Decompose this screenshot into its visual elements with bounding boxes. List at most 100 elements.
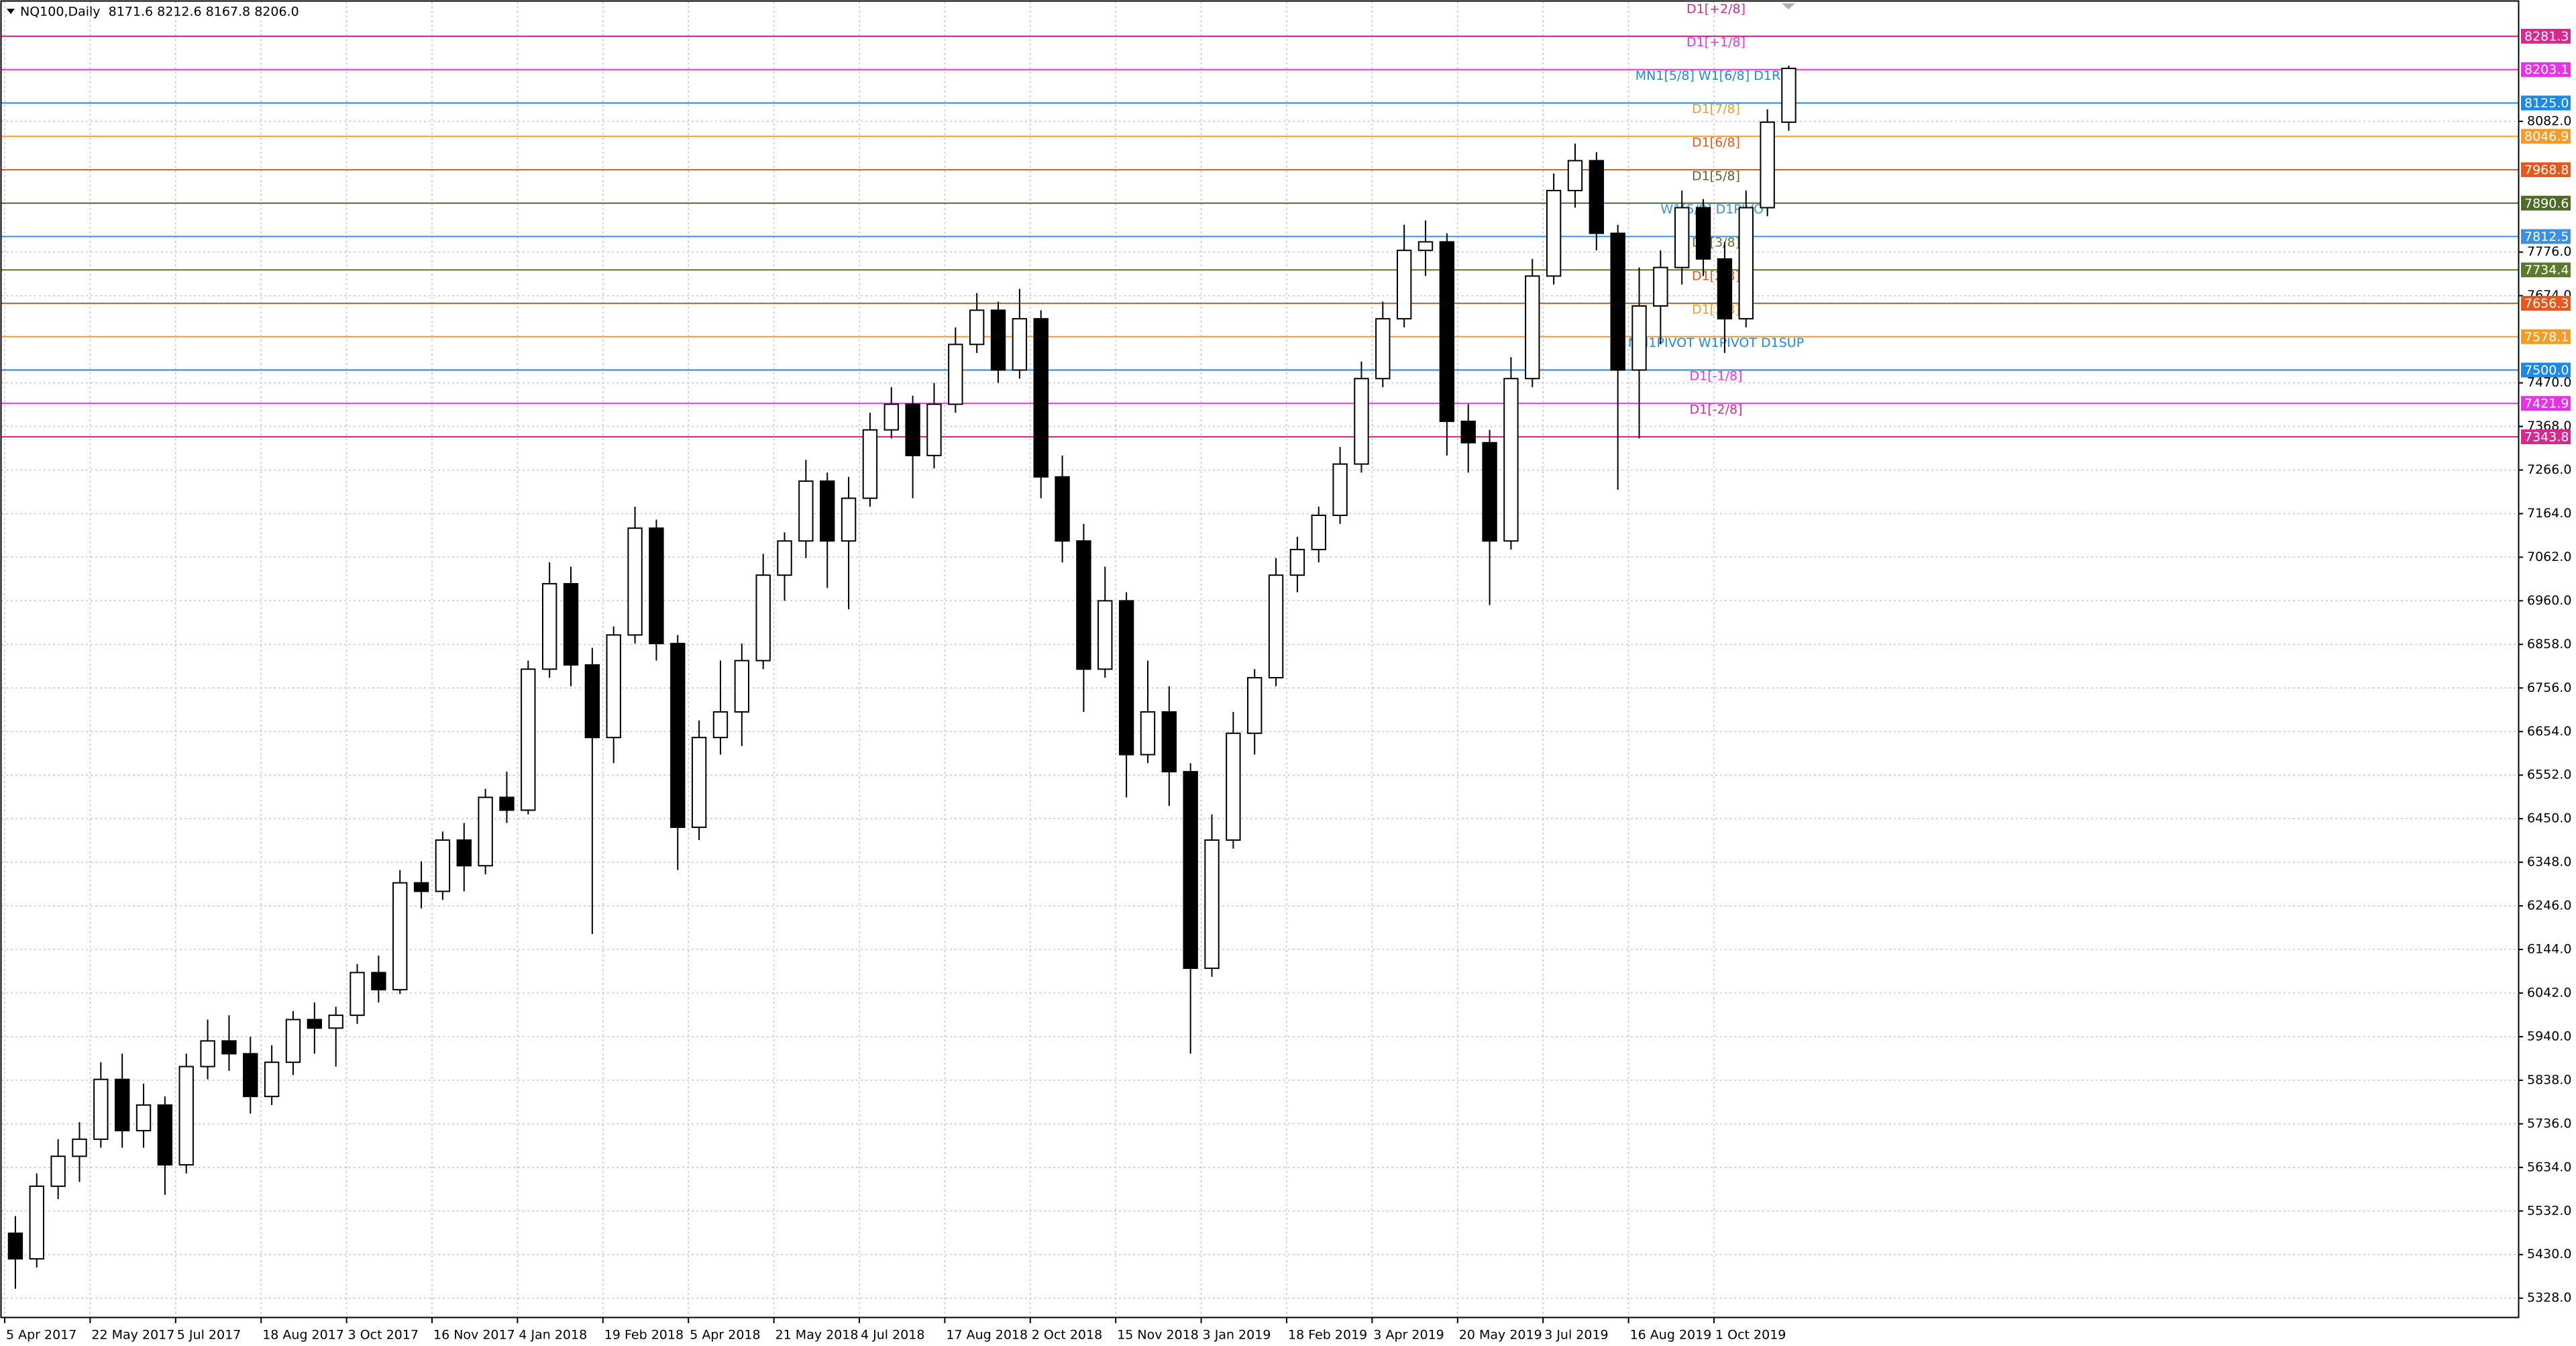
x-tick-label: 5 Jul 2017 xyxy=(177,1328,241,1343)
candle-body xyxy=(712,711,729,739)
candle-body xyxy=(1610,232,1625,371)
candle-body xyxy=(584,664,600,739)
candle-body xyxy=(1482,442,1497,542)
candle-body xyxy=(969,309,985,346)
x-tick-label: 4 Jul 2018 xyxy=(861,1328,924,1343)
x-tick-label: 1 Oct 2019 xyxy=(1715,1328,1786,1343)
level-label: MN1[5/8] W1[6/8] D1RES xyxy=(1635,68,1796,83)
x-tick-label: 3 Apr 2019 xyxy=(1373,1328,1444,1343)
price-tag-label: 7343.8 xyxy=(2524,429,2569,444)
candle-body xyxy=(1097,600,1113,670)
candle-body xyxy=(1653,266,1668,307)
candle-body xyxy=(1354,378,1369,465)
candle-body xyxy=(1055,476,1070,542)
candle-body xyxy=(627,527,643,636)
price-tag xyxy=(2521,262,2571,278)
y-tick-label: 7062.0 xyxy=(2527,550,2571,564)
price-tag-label: 7812.5 xyxy=(2524,229,2569,244)
price-tag xyxy=(2521,295,2571,311)
y-tick-label: 8082.0 xyxy=(2527,113,2571,128)
axes: 5328.0 5430.0 5532.0 5634.0 5736.0 5838.0 5940… xyxy=(4,28,2571,1343)
candle-body xyxy=(862,429,878,499)
x-tick-label: 5 Apr 2018 xyxy=(690,1328,760,1343)
level-label: D1[-1/8] xyxy=(1690,369,1743,384)
price-tag-label: 7734.4 xyxy=(2524,263,2569,278)
level-label: D1[-2/8] xyxy=(1690,402,1743,417)
candle-body xyxy=(1567,160,1583,192)
candle-body xyxy=(1525,275,1540,380)
candle-body xyxy=(114,1078,130,1132)
y-tick-label: 6348.0 xyxy=(2527,855,2571,870)
y-tick-label: 6450.0 xyxy=(2527,811,2571,826)
level-label: D1[6/8] xyxy=(1692,135,1740,150)
level-label: D1[+1/8] xyxy=(1686,35,1746,50)
candle-body xyxy=(1012,318,1028,371)
candle-body xyxy=(670,643,686,828)
candle-body xyxy=(200,1040,215,1068)
x-tick-label: 3 Jul 2019 xyxy=(1544,1328,1608,1343)
candle-body xyxy=(990,309,1006,371)
price-tag xyxy=(2521,362,2571,378)
y-tick-label: 5736.0 xyxy=(2527,1116,2571,1131)
plot-frame xyxy=(0,0,2520,1318)
candle-body xyxy=(1695,207,1711,260)
x-tick-label: 15 Nov 2018 xyxy=(1117,1328,1199,1343)
y-tick-label: 5940.0 xyxy=(2527,1029,2571,1043)
candle-body xyxy=(307,1019,323,1029)
price-tag xyxy=(2521,62,2571,77)
candle-body xyxy=(1546,190,1562,277)
x-tick-label: 16 Aug 2019 xyxy=(1630,1328,1712,1343)
candle-body xyxy=(1247,677,1263,734)
x-tick-label: 20 May 2019 xyxy=(1459,1328,1542,1343)
y-tick-label: 7266.0 xyxy=(2527,462,2571,477)
candle-body xyxy=(371,972,386,990)
candle-body xyxy=(1161,711,1177,773)
y-tick-label: 6858.0 xyxy=(2527,637,2571,652)
candle-body xyxy=(948,344,963,405)
level-label: D1[5/8] xyxy=(1692,168,1740,183)
candle-body xyxy=(1417,241,1434,252)
x-tick-label: 17 Aug 2018 xyxy=(946,1328,1028,1343)
price-tag xyxy=(2521,396,2571,411)
price-tag-label: 8046.9 xyxy=(2524,130,2569,144)
grid xyxy=(1,1,2519,1318)
x-tick-label: 18 Feb 2019 xyxy=(1288,1328,1367,1343)
candle-body xyxy=(926,403,942,456)
price-tag-label: 8281.3 xyxy=(2524,29,2569,44)
y-tick-label: 6246.0 xyxy=(2527,898,2571,913)
price-tag-label: 8125.0 xyxy=(2524,96,2569,111)
candle-body xyxy=(1674,207,1690,268)
candle-body xyxy=(1375,318,1391,380)
candle-body xyxy=(29,1185,44,1260)
y-tick-label: 6552.0 xyxy=(2527,768,2571,782)
shift-marker xyxy=(1782,3,1795,9)
price-tag xyxy=(2521,429,2571,444)
y-tick-label: 5328.0 xyxy=(2527,1290,2571,1305)
x-tick-label: 19 Feb 2018 xyxy=(604,1328,684,1343)
candle-body xyxy=(72,1138,87,1157)
candle-body xyxy=(499,796,515,811)
x-tick-label: 2 Oct 2018 xyxy=(1032,1328,1102,1343)
candle-body xyxy=(1268,574,1284,679)
level-label: D1[+2/8] xyxy=(1686,1,1746,16)
candle-body xyxy=(478,796,493,867)
candle-body xyxy=(1204,839,1220,970)
candle-body xyxy=(350,972,365,1017)
level-label: D1[7/8] xyxy=(1692,102,1740,117)
candle-body xyxy=(521,668,536,811)
candle-body xyxy=(50,1155,66,1187)
candle-body xyxy=(1503,378,1519,542)
candle-body xyxy=(691,737,707,828)
candle-body xyxy=(7,1232,23,1260)
price-tag xyxy=(2521,195,2571,211)
y-tick-label: 7470.0 xyxy=(2527,375,2571,390)
candle-body xyxy=(178,1066,194,1166)
chart-title: NQ100,Daily 8171.6 8212.6 8167.8 8206.0 xyxy=(20,5,299,19)
level-label: D1[2/8] xyxy=(1692,268,1740,283)
candle-body xyxy=(820,480,835,542)
x-tick-label: 3 Oct 2017 xyxy=(348,1328,419,1343)
x-tick-label: 4 Jan 2018 xyxy=(519,1328,587,1343)
candle-body xyxy=(413,882,429,892)
y-tick-label: 6042.0 xyxy=(2527,986,2571,1000)
